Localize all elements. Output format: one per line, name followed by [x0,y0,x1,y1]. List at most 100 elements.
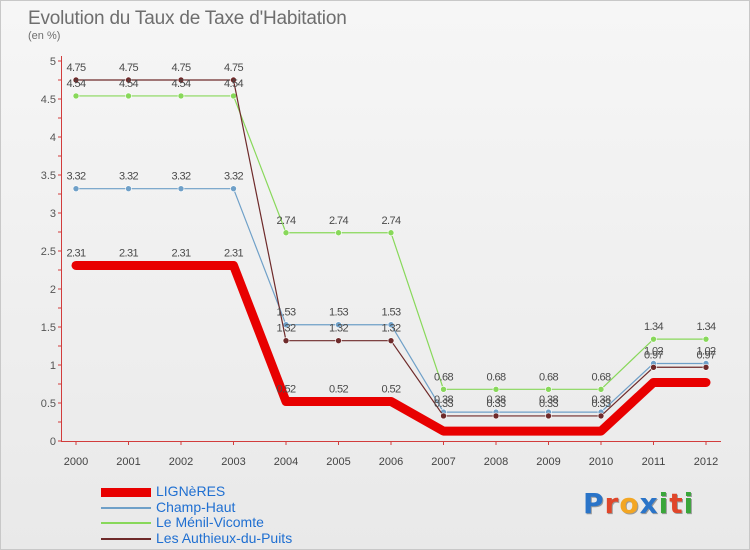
data-label: 3.32 [224,171,243,183]
data-label: 3.32 [119,171,138,183]
logo-letter: r [604,487,620,520]
data-label: 1.53 [329,307,348,319]
data-label: 2.74 [329,215,348,227]
y-tick-label: 0 [50,436,56,448]
proxiti-logo: Proxiti [583,487,694,520]
data-label: 4.75 [171,62,190,74]
data-point [702,363,710,371]
data-point [177,76,185,84]
y-tick-label: 1 [50,360,56,372]
logo-letter: o [619,487,640,520]
legend-label: Champ-Haut [156,498,236,515]
data-point [440,386,447,393]
y-tick-label: 3 [50,208,56,220]
x-tick-label: 2002 [169,456,193,468]
data-label: 0.52 [381,383,400,395]
data-point [125,92,132,100]
data-point [387,337,395,344]
x-tick-label: 2008 [484,456,508,468]
data-label: 2.74 [381,215,400,227]
data-label: 1.32 [329,323,348,335]
data-label: 0.68 [434,371,453,383]
data-label: 0.97 [696,349,715,361]
data-point [230,185,237,192]
data-label: 1.53 [381,307,400,319]
data-point [387,229,395,237]
series-line [71,260,711,436]
data-label: 4.75 [119,62,138,74]
y-tick-label: 0.5 [41,398,56,410]
data-label: 0.52 [276,383,295,395]
data-point [597,386,605,393]
data-point [125,185,132,192]
x-tick-label: 2006 [379,456,403,468]
data-label: 0.38 [486,394,505,406]
logo-letter: i [683,487,695,520]
chart-title: Evolution du Taux de Taxe d'Habitation [28,8,347,29]
data-label: 0.52 [329,383,348,395]
y-tick-label: 2 [50,284,56,296]
data-label: 0.68 [539,371,558,383]
data-label: 2.31 [66,247,85,259]
data-label: 3.32 [171,171,190,183]
legend-label: Les Authieux-du-Puits [156,529,293,546]
data-point [282,229,290,237]
legend-swatch [101,487,151,497]
x-tick-label: 2003 [221,456,245,468]
data-label: 0.38 [591,394,610,406]
data-label: 1.32 [276,323,295,335]
data-label: 0.33 [591,398,610,410]
x-tick-label: 2009 [536,456,560,468]
x-tick-label: 2011 [642,456,666,468]
data-label: 4.75 [224,62,243,74]
data-point [230,76,237,84]
data-label: 0.33 [539,398,558,410]
y-tick-label: 1.5 [41,322,56,334]
legend-label: Le Ménil-Vicomte [156,514,264,530]
data-point [702,335,710,343]
logo-letter: x [639,487,659,520]
data-label: 4.54 [66,78,85,90]
data-label: 2.31 [171,247,190,259]
data-point [545,412,552,420]
data-label: 1.02 [696,345,715,357]
data-label: 0.38 [539,394,558,406]
y-tick-label: 3.5 [41,170,56,182]
x-tick-label: 2005 [326,456,350,468]
chart-subtitle: (en %) [28,30,61,42]
data-point [177,185,185,192]
data-point [650,335,657,343]
logo-letter: i [658,487,670,520]
legend-swatch [101,522,151,524]
data-point [650,363,657,371]
data-label: 0.38 [434,394,453,406]
legend-swatch [101,506,151,509]
logo-letter: P [583,487,605,520]
x-tick-label: 2012 [694,456,718,468]
data-label: 1.02 [644,345,663,357]
data-label: 1.53 [276,307,295,319]
data-label: 1.34 [644,321,663,333]
data-label: 0.33 [434,398,453,410]
data-label: 1.34 [696,321,715,333]
y-tick-label: 5 [50,56,56,68]
y-tick-label: 2.5 [41,246,56,258]
data-label: 0.68 [486,371,505,383]
data-point [177,92,185,100]
data-label: 4.75 [66,62,85,74]
data-label: 3.32 [66,171,85,183]
logo-letter: t [669,487,684,520]
x-tick-label: 2000 [64,456,88,468]
data-label: 1.32 [381,323,400,335]
x-tick-label: 2007 [431,456,455,468]
data-point [282,337,290,344]
data-label: 4.54 [171,78,190,90]
data-point [492,412,500,420]
data-label: 4.54 [224,78,243,90]
legend-swatch [101,537,151,540]
data-label: 2.31 [119,247,138,259]
y-tick-label: 4 [50,132,56,144]
data-point [72,185,80,192]
data-label: 4.54 [119,78,138,90]
data-label: 0.33 [486,398,505,410]
